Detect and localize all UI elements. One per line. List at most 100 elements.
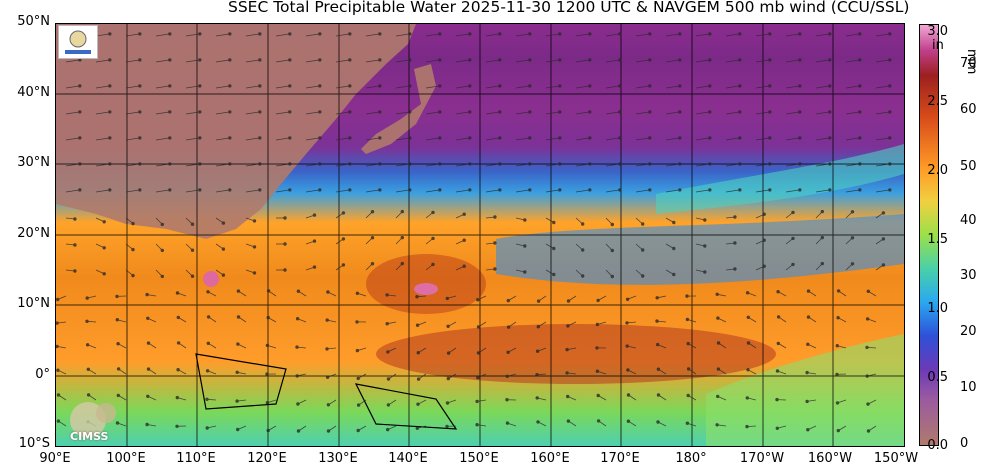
wind-arrow <box>755 59 770 63</box>
wind-arrow-head <box>73 217 77 221</box>
wind-arrow-head <box>775 397 779 402</box>
wind-arrow-head <box>528 188 532 192</box>
wind-arrow-head <box>738 58 742 62</box>
wind-arrow-head <box>266 315 270 320</box>
wind-arrow <box>665 33 680 37</box>
wind-arrow-head <box>108 110 112 114</box>
wind-arrow-head <box>746 368 750 372</box>
wind-arrow <box>575 163 590 167</box>
wind-arrow-head <box>865 374 869 378</box>
wind-arrow-head <box>356 376 360 381</box>
wind-arrow-head <box>235 427 240 432</box>
wind-arrow-head <box>828 84 832 88</box>
wind-arrow <box>545 189 560 193</box>
wind-arrow-head <box>416 402 420 406</box>
wind-arrow <box>755 85 770 89</box>
wind-arrow-head <box>888 32 892 36</box>
pink-spot-1 <box>414 283 438 295</box>
wind-arrow-head <box>836 316 840 320</box>
wind-arrow-head <box>348 110 352 114</box>
wind-arrow-head <box>558 84 562 88</box>
wind-arrow-head <box>798 58 802 62</box>
wind-arrow-head <box>820 261 824 266</box>
wind-arrow-head <box>498 162 502 166</box>
wind-arrow-head <box>678 162 682 166</box>
wind-arrow-head <box>266 428 270 433</box>
wind-arrow-head <box>168 84 172 88</box>
wind-arrow <box>785 59 800 63</box>
wind-arrow-head <box>355 291 360 295</box>
wind-arrow <box>845 59 860 63</box>
wind-arrow <box>185 111 200 115</box>
wind-arrow-head <box>610 248 614 253</box>
japan-island <box>361 64 436 154</box>
lon-label: 160°E <box>530 451 570 466</box>
wind-arrow-head <box>552 220 556 225</box>
wind-arrow-head <box>378 84 382 88</box>
wind-arrow <box>785 163 800 167</box>
wind-arrow <box>155 111 170 115</box>
wind-arrow-head <box>288 58 292 62</box>
wind-arrow-head <box>798 84 802 88</box>
wind-arrow-head <box>656 342 660 347</box>
wind-arrow-head <box>552 246 556 251</box>
wind-arrow-head <box>108 84 112 88</box>
wind-arrow <box>305 59 320 63</box>
wind-arrow-head <box>326 429 331 433</box>
precipitable-water-map <box>55 23 905 447</box>
wind-arrow-head <box>160 222 164 227</box>
wind-arrow-head <box>318 32 322 36</box>
wind-arrow-head <box>348 58 352 62</box>
wind-arrow-head <box>625 321 629 325</box>
wind-arrow-head <box>385 293 389 297</box>
wind-arrow-head <box>341 263 346 267</box>
lat-label: 30°N <box>17 155 50 170</box>
wind-arrow-head <box>733 241 737 245</box>
wind-arrow-head <box>312 239 317 243</box>
wind-arrow-head <box>228 188 232 192</box>
wind-arrow-head <box>312 213 317 217</box>
wind-arrow-head <box>498 84 502 88</box>
wind-arrow-head <box>881 237 886 241</box>
wind-arrow-head <box>762 238 766 242</box>
wind-arrow-head <box>312 265 317 269</box>
wind-arrow-head <box>468 58 472 62</box>
wind-arrow-head <box>498 32 502 36</box>
wind-arrow-head <box>205 426 209 430</box>
wind-arrow-head <box>348 32 352 36</box>
wind-arrow-head <box>888 58 892 62</box>
wind-arrow <box>185 163 200 167</box>
wind-arrow-head <box>198 188 202 192</box>
wind-arrow-head <box>716 367 721 371</box>
wind-arrow-head <box>462 264 466 268</box>
wind-arrow <box>125 163 140 167</box>
wind-arrow-head <box>641 274 645 278</box>
wind-arrow-head <box>138 32 142 36</box>
wind-arrow-head <box>145 292 149 297</box>
wind-arrow-head <box>476 298 480 302</box>
wind-arrow <box>245 85 260 89</box>
wind-arrow-head <box>746 315 750 319</box>
wind-arrow-head <box>228 162 232 166</box>
wind-arrow <box>335 163 350 167</box>
wind-arrow-head <box>56 297 60 302</box>
wind-arrow <box>455 163 470 167</box>
wind-arrow <box>695 163 710 167</box>
wind-arrow-head <box>493 215 497 219</box>
wind-arrow-head <box>588 58 592 62</box>
wind-arrow <box>395 137 410 141</box>
wind-arrow <box>305 85 320 89</box>
wind-arrow-head <box>198 58 202 62</box>
wind-arrow-head <box>438 110 442 114</box>
wind-arrow-head <box>176 368 180 372</box>
wind-arrow-head <box>798 188 802 192</box>
wind-arrow-head <box>116 367 121 371</box>
wind-arrow-head <box>78 162 82 166</box>
wind-arrow-head <box>858 32 862 36</box>
wind-arrow <box>185 189 200 193</box>
wind-arrow-head <box>206 290 210 294</box>
wind-arrow-head <box>672 246 676 251</box>
wind-arrow-head <box>408 32 412 36</box>
wind-arrow-head <box>708 136 712 140</box>
wind-arrow-head <box>558 162 562 166</box>
